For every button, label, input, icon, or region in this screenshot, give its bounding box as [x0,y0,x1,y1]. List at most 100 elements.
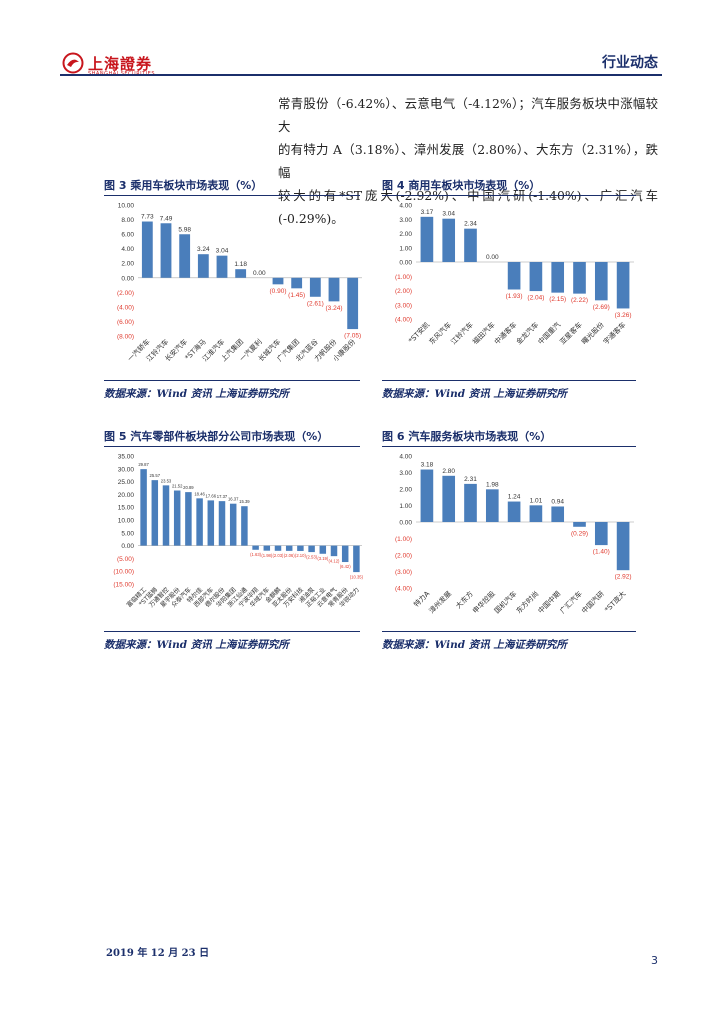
y-tick-label: (1.00) [395,536,412,543]
data-label: 15.39 [239,499,250,504]
bar [420,216,434,262]
bar [285,545,293,551]
category-label: 金龙汽车 [514,320,540,346]
category-label: 宇通客车 [601,320,627,346]
data-label: 3.24 [197,246,210,253]
data-label: (2.10) [295,553,307,558]
figure-5-title: 图 5 汽车零部件板块部分公司市场表现（%） [104,430,329,443]
body-line: 的有特力 A（3.18%）、漳州发展（2.80%）、大东方（2.31%），跌幅 [278,142,658,180]
category-label: 中国重汽 [536,320,562,346]
data-label: 2.31 [464,476,477,483]
data-label: 1.98 [486,481,499,488]
bar [551,506,565,522]
figure-6-chart: 4.00 3.00 2.00 1.00 0.00 (1.00) (2.00) (3.00) (4… [395,454,634,615]
bar [353,545,360,573]
bar [241,506,248,546]
bar [196,498,203,546]
y-tick-label: (3.00) [395,302,412,309]
data-label: 25.57 [150,473,161,478]
y-tick-label: (10.00) [113,569,134,576]
data-label: (10.35) [350,574,364,579]
y-tick-label: 2.00 [399,487,412,494]
y-tick-label: (1.00) [395,274,412,281]
figure-5-source: 数据来源：Wind 资讯 上海证券研究所 [104,639,289,651]
bar [347,277,359,330]
figure-6-title-rule [382,446,636,447]
y-tick-label: (5.00) [117,556,134,563]
bar [185,492,192,546]
figure-6-bottom-rule [382,631,636,632]
y-tick-label: 3.00 [399,217,412,224]
data-label: (2.92) [615,574,632,581]
bar [179,234,191,278]
bar [173,490,181,546]
bar [308,545,315,553]
figure-3-title: 图 3 乘用车板块市场表现（%） [104,179,263,192]
category-label: 漳州发展 [427,589,453,615]
data-label: 18.46 [194,491,205,496]
y-tick-label: 6.00 [121,232,134,239]
y-tick-label: (3.00) [395,569,412,576]
figure-3-chart: 10.00 8.00 6.00 4.00 2.00 0.00 (2.00) (4.00) (6.… [117,203,362,363]
data-label: 0.00 [486,254,499,261]
data-label: 17.66 [206,493,217,498]
bar [162,485,170,546]
bar [616,262,630,309]
bar [216,255,228,278]
data-label: (1.63) [250,552,262,557]
figure-4-bottom-rule [382,380,636,381]
y-tick-label: 3.00 [399,470,412,477]
bar [507,262,521,290]
bar [529,262,543,292]
data-label: 3.17 [421,209,434,216]
category-label: 广汇汽车 [558,589,584,615]
logo-text: 上海證券 [88,55,153,73]
y-tick-label: (4.00) [117,304,134,311]
bar [140,469,147,546]
data-label: (1.40) [593,549,610,556]
data-label: (2.69) [593,304,610,311]
category-label: 申华控股 [471,589,497,615]
y-tick-label: 0.00 [121,275,134,282]
y-tick-label: 2.00 [399,231,412,238]
category-label: *ST庞大 [603,589,628,614]
bar [229,503,237,546]
page-number: 3 [651,954,658,967]
bar [263,545,271,551]
y-tick-label: 5.00 [121,530,134,537]
figure-3-title-rule [104,195,360,196]
y-tick-label: 4.00 [399,203,412,210]
data-label: 29.87 [138,462,149,467]
y-tick-label: 4.00 [121,246,134,253]
figure-5-bottom-rule [104,631,360,632]
bar [341,545,349,563]
y-tick-label: 4.00 [399,454,412,461]
data-label: 0.00 [253,270,266,277]
figure-3-bottom-rule [104,380,360,381]
data-label: 21.52 [172,484,183,489]
figure-5-chart: 35.00 30.00 25.00 20.00 15.00 10.00 5.00 0.00 (5… [113,454,364,609]
y-tick-label: 8.00 [121,217,134,224]
section-title: 行业动态 [602,55,658,71]
data-label: (2.22) [571,297,588,304]
y-tick-label: 35.00 [118,454,135,461]
bar [235,269,247,278]
bar [297,545,304,551]
data-label: (2.04) [527,295,544,302]
bar [252,545,259,550]
figure-5-title-rule [104,446,360,447]
data-label: (6.42) [340,564,352,569]
bar [151,480,159,546]
bar [573,262,586,294]
y-tick-label: 0.00 [121,543,134,550]
data-label: 7.73 [141,214,154,221]
bar [272,277,284,285]
category-label: 中国汽研 [580,589,606,615]
category-label: 福田汽车 [471,320,497,346]
y-tick-label: (2.00) [395,553,412,560]
category-label: 东风汽车 [427,320,453,346]
data-label: 3.04 [216,248,229,255]
logo-emblem-icon [62,52,84,74]
figure-4-source: 数据来源：Wind 资讯 上海证券研究所 [382,388,567,400]
data-label: 3.18 [421,462,434,469]
